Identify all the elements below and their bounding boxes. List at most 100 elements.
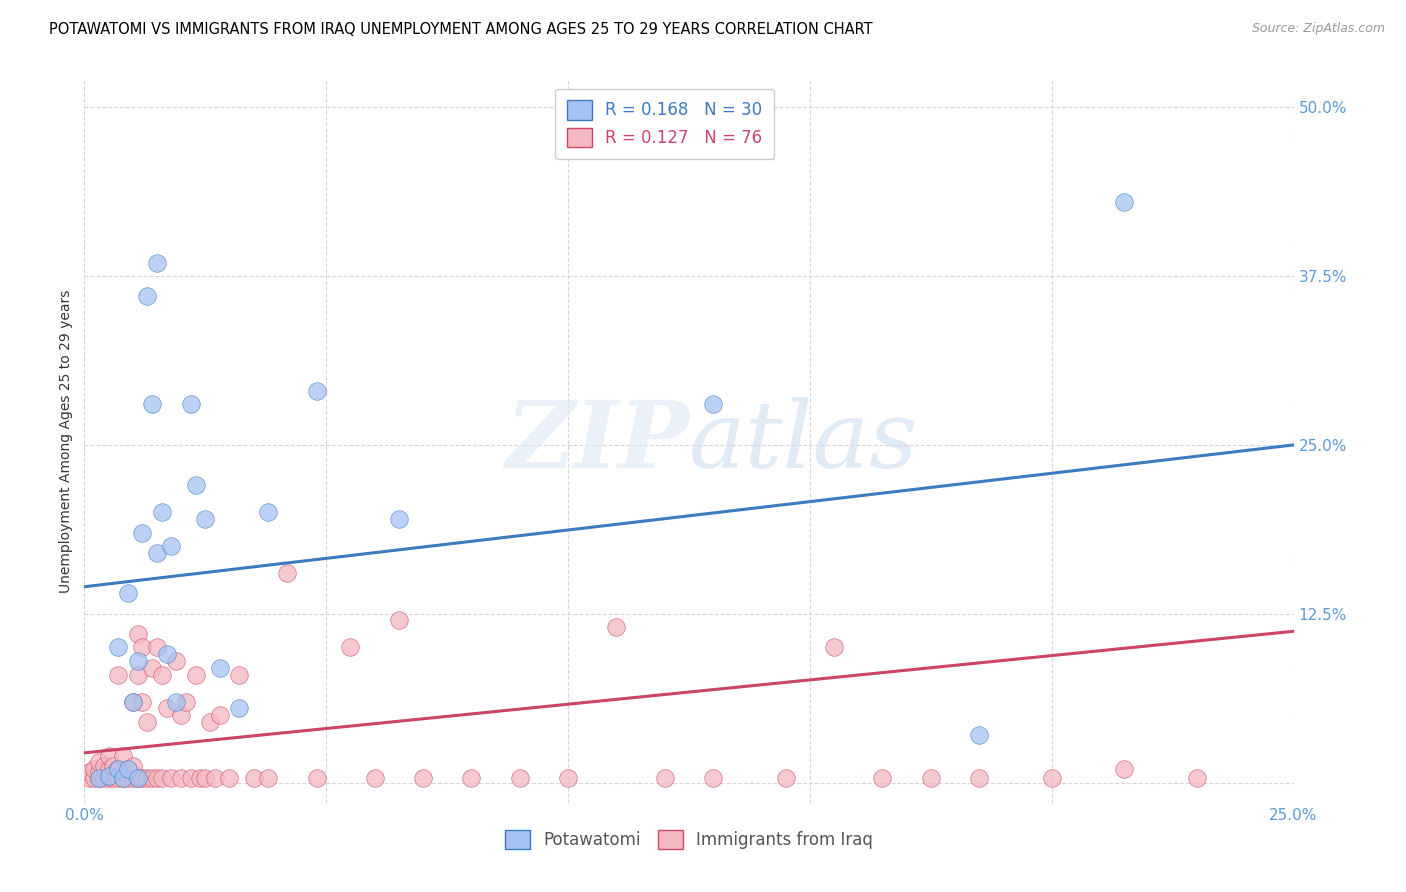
Point — [103, 772, 125, 786]
Point — [460, 772, 482, 786]
Point — [276, 566, 298, 581]
Point — [654, 772, 676, 786]
Point — [121, 694, 143, 708]
Point — [872, 772, 894, 786]
Point — [117, 762, 139, 776]
Point — [93, 759, 115, 773]
Point — [967, 772, 990, 786]
Point — [198, 714, 221, 729]
Point — [218, 772, 240, 786]
Point — [87, 764, 110, 779]
Point — [967, 728, 990, 742]
Point — [112, 772, 135, 786]
Text: atlas: atlas — [689, 397, 918, 486]
Point — [1114, 762, 1136, 776]
Point — [388, 512, 411, 526]
Point — [127, 654, 149, 668]
Point — [170, 708, 193, 723]
Point — [117, 762, 139, 776]
Point — [146, 772, 169, 786]
Point — [107, 640, 129, 655]
Point — [97, 762, 120, 776]
Point — [131, 694, 153, 708]
Point — [702, 397, 724, 411]
Point — [112, 772, 135, 786]
Point — [363, 772, 385, 786]
Point — [87, 756, 110, 770]
Point — [150, 505, 173, 519]
Point — [204, 772, 226, 786]
Point — [136, 714, 159, 729]
Point — [1114, 194, 1136, 209]
Point — [155, 701, 177, 715]
Point — [257, 772, 280, 786]
Point — [160, 539, 183, 553]
Point — [141, 397, 163, 411]
Point — [127, 627, 149, 641]
Point — [131, 525, 153, 540]
Point — [97, 772, 120, 786]
Point — [174, 694, 197, 708]
Point — [242, 772, 264, 786]
Point — [305, 384, 328, 398]
Point — [165, 654, 187, 668]
Point — [190, 772, 212, 786]
Point — [121, 772, 143, 786]
Point — [127, 667, 149, 681]
Point — [117, 772, 139, 786]
Point — [146, 255, 169, 269]
Point — [131, 640, 153, 655]
Point — [557, 772, 579, 786]
Point — [180, 772, 202, 786]
Point — [257, 505, 280, 519]
Point — [775, 772, 797, 786]
Point — [112, 764, 135, 779]
Point — [412, 772, 434, 786]
Text: Source: ZipAtlas.com: Source: ZipAtlas.com — [1251, 22, 1385, 36]
Point — [155, 647, 177, 661]
Point — [339, 640, 361, 655]
Point — [141, 661, 163, 675]
Point — [136, 289, 159, 303]
Legend: Potawatomi, Immigrants from Iraq: Potawatomi, Immigrants from Iraq — [498, 823, 880, 856]
Point — [127, 772, 149, 786]
Point — [93, 772, 115, 786]
Point — [823, 640, 845, 655]
Point — [87, 772, 110, 786]
Point — [160, 772, 183, 786]
Point — [141, 772, 163, 786]
Point — [702, 772, 724, 786]
Point — [77, 772, 100, 786]
Point — [77, 764, 100, 779]
Point — [1185, 772, 1208, 786]
Point — [121, 694, 143, 708]
Point — [194, 512, 217, 526]
Point — [388, 614, 411, 628]
Point — [150, 772, 173, 786]
Text: ZIP: ZIP — [505, 397, 689, 486]
Point — [83, 762, 105, 776]
Point — [97, 769, 120, 783]
Point — [107, 762, 129, 776]
Point — [180, 397, 202, 411]
Point — [305, 772, 328, 786]
Point — [194, 772, 217, 786]
Point — [103, 759, 125, 773]
Point — [184, 667, 207, 681]
Point — [509, 772, 531, 786]
Point — [208, 708, 231, 723]
Point — [165, 694, 187, 708]
Point — [184, 478, 207, 492]
Point — [228, 667, 250, 681]
Point — [208, 661, 231, 675]
Point — [112, 748, 135, 763]
Point — [97, 748, 120, 763]
Point — [136, 772, 159, 786]
Point — [107, 762, 129, 776]
Point — [107, 667, 129, 681]
Point — [87, 772, 110, 786]
Point — [127, 772, 149, 786]
Y-axis label: Unemployment Among Ages 25 to 29 years: Unemployment Among Ages 25 to 29 years — [59, 290, 73, 593]
Point — [131, 772, 153, 786]
Point — [146, 546, 169, 560]
